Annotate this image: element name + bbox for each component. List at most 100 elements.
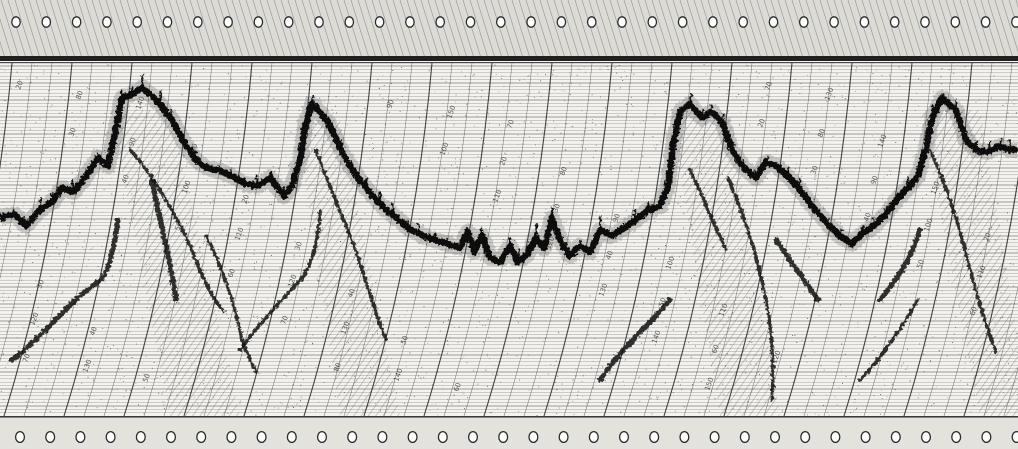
- sprocket-hole: [738, 16, 749, 28]
- noise-dot: [839, 296, 841, 298]
- bottom-rule: [0, 416, 1018, 418]
- noise-dot: [919, 298, 921, 300]
- noise-dot: [26, 193, 28, 195]
- noise-dot: [21, 279, 23, 281]
- noise-dot: [423, 306, 425, 308]
- noise-dot: [59, 112, 61, 114]
- noise-dot: [135, 382, 137, 384]
- noise-dot: [293, 407, 295, 408]
- noise-dot: [690, 332, 692, 334]
- noise-dot: [764, 211, 766, 213]
- noise-dot: [437, 371, 439, 373]
- noise-dot: [265, 69, 267, 71]
- arc-line: [843, 62, 913, 417]
- noise-dot: [768, 244, 770, 246]
- sprocket-hole: [890, 430, 901, 444]
- top-strip-hatch: [210, 0, 230, 59]
- noise-dot: [518, 123, 520, 125]
- noise-dot: [288, 361, 290, 363]
- noise-dot: [897, 245, 899, 247]
- noise-dot: [569, 72, 570, 74]
- noise-dot: [391, 358, 393, 360]
- noise-dot: [739, 124, 740, 126]
- noise-dot: [441, 165, 443, 167]
- noise-dot: [335, 96, 337, 98]
- noise-dot: [17, 241, 19, 243]
- noise-dot: [799, 93, 801, 94]
- noise-dot: [693, 274, 695, 276]
- noise-dot: [83, 240, 85, 242]
- noise-dot: [883, 378, 885, 380]
- noise-dot: [836, 404, 838, 406]
- noise-dot: [34, 249, 36, 251]
- noise-dot: [533, 213, 534, 215]
- noise-dot: [674, 340, 676, 342]
- noise-dot: [429, 409, 431, 411]
- noise-dot: [11, 143, 13, 145]
- noise-dot: [695, 345, 696, 347]
- noise-dot: [916, 125, 918, 127]
- noise-dot: [499, 162, 501, 164]
- noise-dot: [947, 280, 949, 282]
- noise-dot: [301, 371, 303, 372]
- noise-dot: [266, 95, 268, 97]
- sprocket-hole: [617, 16, 627, 28]
- noise-dot: [544, 337, 546, 339]
- top-strip-hatch: [798, 0, 818, 59]
- noise-dot: [19, 167, 21, 169]
- profile-spike: [11, 209, 15, 215]
- noise-dot: [675, 307, 677, 309]
- noise-dot: [776, 236, 778, 238]
- noise-dot: [287, 106, 289, 108]
- noise-dot: [514, 317, 516, 318]
- noise-dot: [252, 154, 254, 156]
- noise-dot: [546, 275, 547, 277]
- noise-dot: [539, 153, 541, 154]
- noise-dot: [156, 377, 158, 379]
- noise-dot: [837, 221, 839, 223]
- top-strip-hatch: [854, 0, 874, 59]
- noise-dot: [306, 205, 308, 207]
- noise-dot: [633, 126, 634, 128]
- noise-dot: [390, 136, 392, 138]
- noise-dot: [807, 414, 808, 416]
- noise-dot: [967, 383, 969, 385]
- sprocket-hole: [588, 430, 599, 444]
- noise-dot: [951, 342, 953, 344]
- noise-dot: [189, 192, 190, 194]
- noise-dot: [448, 172, 450, 174]
- noise-dot: [953, 72, 955, 74]
- noise-dot: [638, 376, 640, 378]
- noise-dot: [516, 355, 518, 357]
- noise-dot: [29, 293, 31, 295]
- noise-dot: [39, 118, 41, 120]
- top-strip-hatch: [532, 0, 552, 59]
- noise-dot: [863, 101, 865, 103]
- noise-dot: [15, 166, 17, 168]
- noise-dot: [947, 272, 949, 274]
- noise-dot: [143, 412, 145, 414]
- noise-dot: [250, 410, 252, 412]
- noise-dot: [752, 195, 754, 197]
- noise-dot: [833, 165, 835, 167]
- noise-dot: [383, 85, 385, 86]
- noise-dot: [48, 190, 50, 192]
- noise-dot: [807, 245, 809, 247]
- noise-dot: [313, 397, 315, 399]
- noise-dot: [925, 299, 927, 301]
- noise-dot: [478, 109, 480, 110]
- top-strip-hatch: [497, 0, 517, 59]
- noise-dot: [622, 80, 624, 81]
- noise-dot: [48, 255, 50, 257]
- noise-dot: [212, 220, 214, 222]
- noise-dot: [636, 272, 638, 274]
- noise-dot: [857, 321, 859, 323]
- noise-dot: [320, 73, 322, 75]
- noise-dot: [426, 372, 427, 374]
- noise-dot: [255, 113, 257, 115]
- noise-dot: [930, 205, 932, 207]
- profile-spike: [589, 247, 593, 253]
- noise-dot: [690, 356, 692, 358]
- noise-dot: [213, 269, 215, 271]
- sprocket-hole: [437, 430, 448, 444]
